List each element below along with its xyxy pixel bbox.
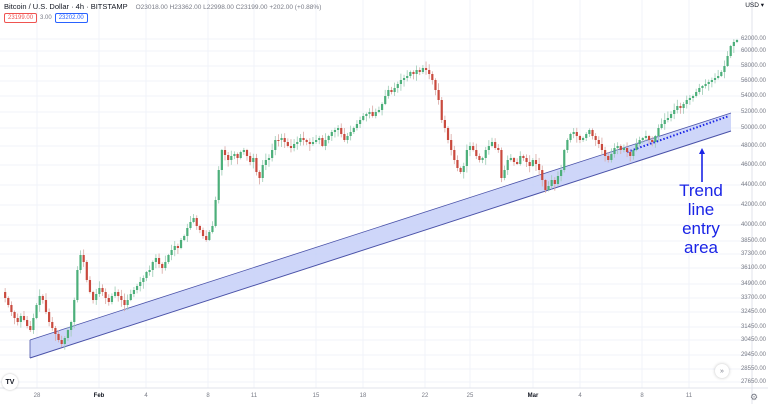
time-tick-label: 18 bbox=[359, 393, 367, 399]
price-tick-label: 58000.00 bbox=[740, 63, 766, 69]
time-tick-label: 8 bbox=[640, 393, 644, 399]
currency-selector[interactable]: USD ▾ bbox=[745, 2, 764, 9]
price-tick-label: 48000.00 bbox=[740, 143, 766, 149]
candles bbox=[4, 38, 739, 350]
annotation-line-2: entry area bbox=[682, 219, 720, 257]
price-tick-label: 33700.00 bbox=[740, 295, 766, 301]
price-tick-label: 60000.00 bbox=[740, 48, 766, 54]
time-tick-label: Mar bbox=[527, 393, 539, 399]
time-tick-label: 22 bbox=[421, 393, 429, 399]
annotation-arrow bbox=[699, 148, 705, 182]
time-tick-label: 4 bbox=[578, 393, 582, 399]
price-tick-label: 52000.00 bbox=[740, 109, 766, 115]
sell-button[interactable]: 23199.00 bbox=[4, 13, 38, 23]
tradingview-logo-icon[interactable]: TV bbox=[2, 374, 18, 390]
price-tick-label: 62000.00 bbox=[740, 36, 766, 42]
price-tick-label: 50000.00 bbox=[740, 125, 766, 131]
annotation-line-1: Trend line bbox=[679, 181, 723, 219]
annotation-text: Trend line entry area bbox=[664, 181, 738, 257]
time-tick-label: 11 bbox=[250, 393, 258, 399]
trend-channel bbox=[29, 112, 732, 359]
price-tick-label: 29450.00 bbox=[740, 352, 766, 358]
price-tick-label: 42000.00 bbox=[740, 202, 766, 208]
symbol-title[interactable]: Bitcoin / U.S. Dollar · 4h · BITSTAMP bbox=[4, 2, 128, 11]
price-tick-label: 40000.00 bbox=[740, 222, 766, 228]
trade-buttons: 23199.00 3.00 23202.00 bbox=[4, 13, 88, 23]
price-tick-label: 46000.00 bbox=[740, 162, 766, 168]
spread-value: 3.00 bbox=[40, 15, 52, 21]
price-tick-label: 44000.00 bbox=[740, 182, 766, 188]
price-tick-label: 34900.00 bbox=[740, 281, 766, 287]
price-tick-label: 38500.00 bbox=[740, 238, 766, 244]
price-tick-label: 36100.00 bbox=[740, 265, 766, 271]
time-tick-label: 15 bbox=[312, 393, 320, 399]
scroll-to-realtime-button[interactable]: » bbox=[715, 364, 729, 378]
time-tick-label: 28 bbox=[33, 393, 41, 399]
price-tick-label: 37300.00 bbox=[740, 251, 766, 257]
price-tick-label: 31450.00 bbox=[740, 324, 766, 330]
price-tick-label: 28550.00 bbox=[740, 366, 766, 372]
price-tick-label: 32450.00 bbox=[740, 309, 766, 315]
price-tick-label: 30450.00 bbox=[740, 337, 766, 343]
price-tick-label: 56000.00 bbox=[740, 78, 766, 84]
symbol-legend: Bitcoin / U.S. Dollar · 4h · BITSTAMP O2… bbox=[4, 2, 321, 11]
time-tick-label: 11 bbox=[685, 393, 693, 399]
time-tick-label: 8 bbox=[206, 393, 210, 399]
time-tick-label: 4 bbox=[144, 393, 148, 399]
buy-button[interactable]: 23202.00 bbox=[54, 13, 88, 23]
price-tick-label: 27650.00 bbox=[740, 379, 766, 385]
settings-gear-icon[interactable]: ⚙ bbox=[750, 392, 759, 402]
price-tick-label: 54000.00 bbox=[740, 93, 766, 99]
ohlc-values: O23018.00 H23362.00 L22998.00 C23199.00 … bbox=[135, 4, 322, 11]
time-tick-label: Feb bbox=[93, 393, 105, 399]
time-tick-label: 25 bbox=[466, 393, 474, 399]
